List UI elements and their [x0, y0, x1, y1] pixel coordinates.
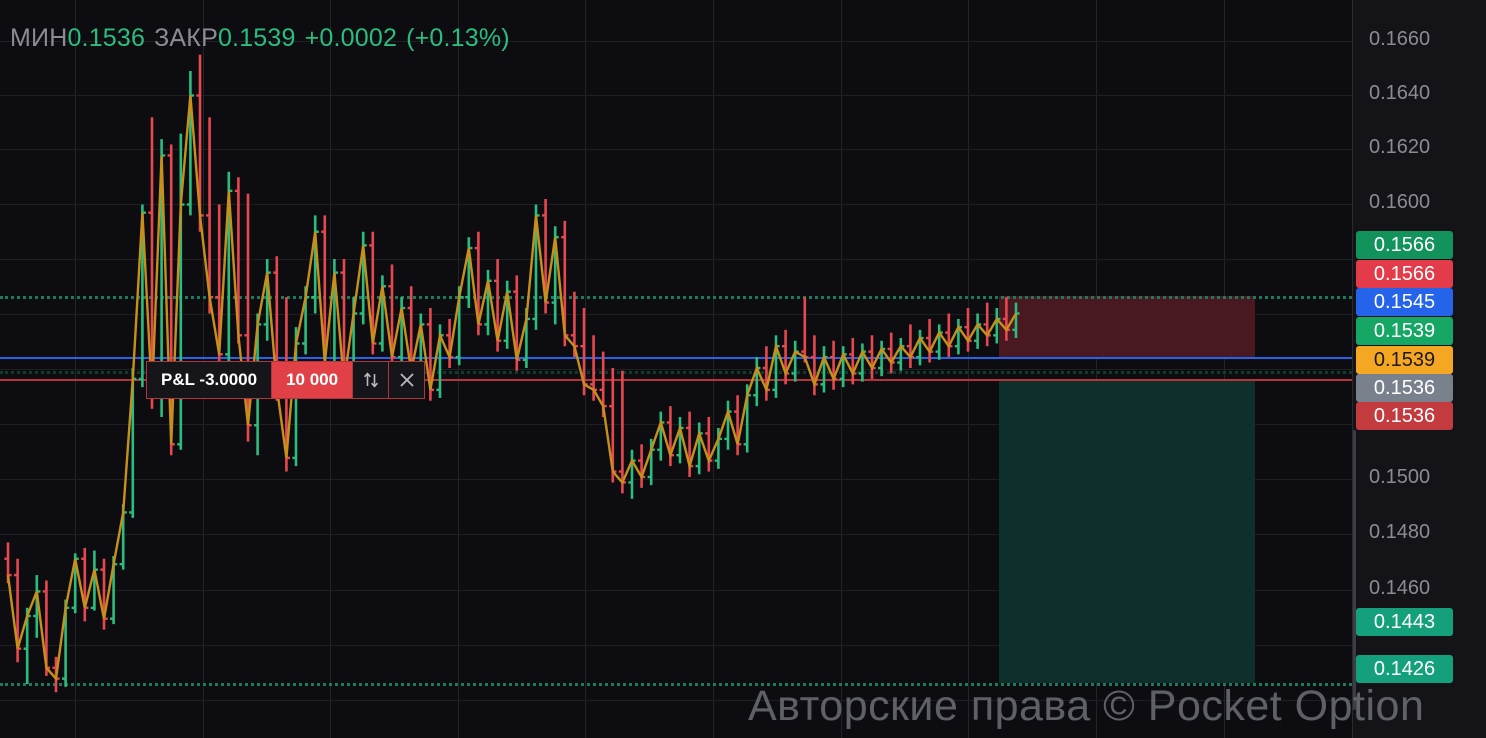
- horizontal-gridline: [0, 534, 1352, 535]
- ohlc-bar: [906, 324, 914, 368]
- ohlc-bar: [954, 318, 962, 355]
- horizontal-gridline: [0, 424, 1352, 425]
- change-percent: (+0.13%): [406, 24, 510, 52]
- ohlc-bar: [935, 324, 943, 360]
- horizontal-gridline: [0, 369, 1352, 370]
- price-badge-floor-teal[interactable]: 0.1426: [1356, 655, 1453, 683]
- axis-tick-label: 0.1660: [1369, 28, 1431, 50]
- close-label: ЗАКР: [154, 24, 218, 52]
- horizontal-gridline: [0, 149, 1352, 150]
- axis-tick-label: 0.1620: [1369, 136, 1431, 158]
- horizontal-gridline: [0, 645, 1352, 646]
- price-badge-entry-blue[interactable]: 0.1545: [1356, 288, 1453, 316]
- ohlc-bar: [887, 332, 895, 374]
- horizontal-gridline: [0, 41, 1352, 42]
- axis-tick-label: 0.1600: [1369, 191, 1431, 213]
- support-green-dotted: [0, 683, 1352, 686]
- close-dark-dotted: [0, 371, 1352, 374]
- horizontal-gridline: [0, 259, 1352, 260]
- ohlc-bar: [830, 340, 838, 390]
- ohlc-bar: [753, 357, 761, 407]
- ohlc-bar: [398, 297, 406, 368]
- moving-average-line: [6, 95, 1018, 682]
- stop-red-solid: [0, 379, 1352, 381]
- ohlc-bar: [916, 329, 924, 366]
- up-down-arrows-icon[interactable]: [353, 361, 390, 399]
- price-badge-close-green[interactable]: 0.1539: [1356, 317, 1453, 345]
- horizontal-gridline: [0, 479, 1352, 480]
- horizontal-gridline: [0, 95, 1352, 96]
- pnl-badge[interactable]: P&L -3.0000 10 000: [146, 361, 426, 399]
- ohlc-bar: [926, 318, 934, 363]
- ohlc-bar: [81, 547, 89, 622]
- horizontal-gridline: [0, 590, 1352, 591]
- entry-blue-solid: [0, 357, 1352, 359]
- horizontal-gridline: [0, 204, 1352, 205]
- horizontal-gridline: [0, 314, 1352, 315]
- ohlc-bar: [820, 346, 828, 393]
- ohlc-bar: [964, 308, 972, 352]
- ohlc-bar: [993, 308, 1001, 344]
- price-badge-low-red[interactable]: 0.1536: [1356, 402, 1453, 430]
- ohlc-bar: [868, 335, 876, 379]
- low-value: 0.1536: [67, 24, 146, 52]
- ohlc-bar: [186, 70, 194, 216]
- ohlc-bar: [801, 297, 809, 363]
- horizontal-gridline: [0, 700, 1352, 701]
- ohlc-bar: [897, 338, 905, 371]
- pnl-amount-label: 10 000: [272, 361, 354, 399]
- copyright-watermark: Авторские права © Pocket Option: [748, 682, 1425, 730]
- ohlc-bar: [945, 313, 953, 358]
- ohlc-bar: [100, 558, 108, 630]
- axis-tick-label: 0.1460: [1369, 577, 1431, 599]
- ohlc-bar: [974, 313, 982, 349]
- close-value: 0.1539: [217, 24, 296, 52]
- axis-tick-label: 0.1500: [1369, 466, 1431, 488]
- price-badge-current-amber[interactable]: 0.1539: [1356, 346, 1453, 374]
- change-absolute: +0.0002: [304, 24, 398, 52]
- ohlc-bar: [638, 444, 646, 488]
- close-x-icon[interactable]: [389, 361, 426, 399]
- ohlc-bar: [878, 340, 886, 377]
- axis-tick-label: 0.1480: [1369, 521, 1431, 543]
- axis-scrollbar[interactable]: [1353, 430, 1356, 710]
- price-badge-high-red[interactable]: 0.1566: [1356, 260, 1453, 288]
- ohlc-bar: [983, 302, 991, 347]
- resistance-green-dotted: [0, 296, 1352, 299]
- ohlc-bar: [1002, 297, 1010, 341]
- pnl-value-label: P&L -3.0000: [146, 361, 273, 399]
- price-axis[interactable]: 0.1660 0.1640 0.1620 0.1600 0.1500 0.1480 0.14…: [1352, 0, 1486, 738]
- ohlc-bar: [628, 449, 636, 499]
- ohlc-bar: [791, 340, 799, 382]
- low-label: МИН: [10, 24, 68, 52]
- price-badge-low-gray[interactable]: 0.1536: [1356, 374, 1453, 402]
- ohlc-bar: [849, 338, 857, 385]
- ohlc-bar: [858, 343, 866, 382]
- price-badge-high-green[interactable]: 0.1566: [1356, 231, 1453, 259]
- quote-header: МИН0.1536 ЗАКР0.1539 +0.0002 (+0.13%): [10, 24, 510, 53]
- price-badge-support-teal[interactable]: 0.1443: [1356, 608, 1453, 636]
- axis-tick-label: 0.1640: [1369, 82, 1431, 104]
- ohlc-bar: [1012, 302, 1020, 339]
